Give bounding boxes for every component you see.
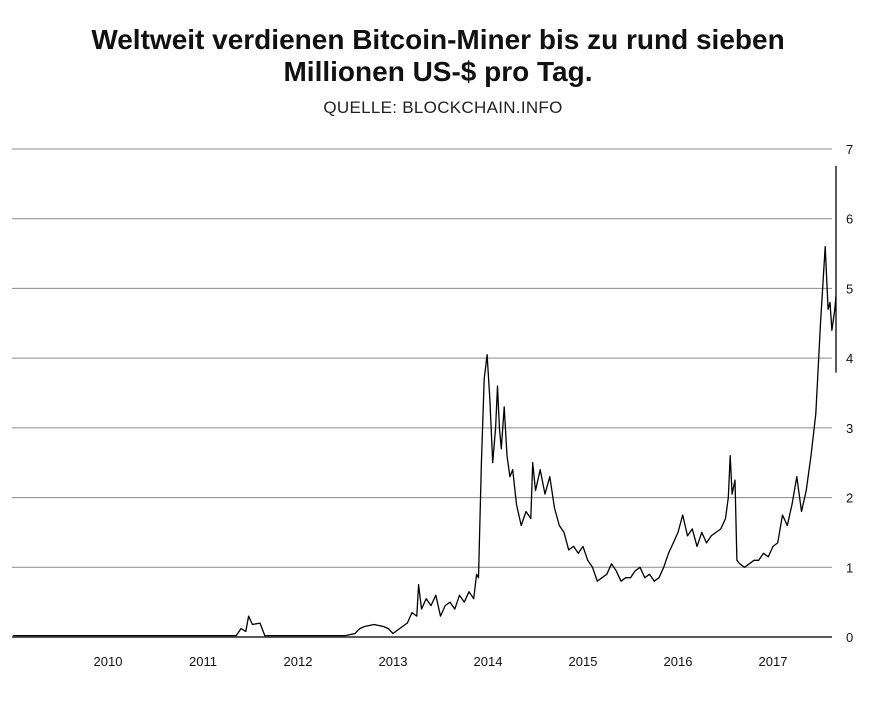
y-tick-label: 6 — [846, 212, 853, 227]
y-tick-label: 5 — [846, 281, 853, 296]
y-tick-label: 0 — [846, 630, 853, 645]
chart-title-line-1: Weltweit verdienen Bitcoin-Miner bis zu … — [91, 24, 785, 55]
x-tick-label: 2010 — [94, 654, 123, 669]
y-axis-ticks: 0 1 2 3 4 5 6 7 — [846, 142, 853, 645]
series-line-0 — [13, 165, 837, 637]
y-tick-label: 4 — [846, 351, 853, 366]
x-tick-label: 2011 — [189, 654, 217, 669]
x-tick-label: 2017 — [759, 654, 788, 669]
x-tick-label: 2014 — [474, 654, 503, 669]
y-tick-label: 2 — [846, 491, 853, 506]
gridlines — [12, 148, 832, 638]
chart-source: QUELLE: BLOCKCHAIN.INFO — [323, 98, 563, 117]
x-tick-label: 2015 — [569, 654, 598, 669]
series-group — [13, 165, 837, 637]
y-tick-label: 3 — [846, 421, 853, 436]
x-tick-label: 2013 — [379, 654, 408, 669]
x-axis-ticks: 2010 2011 2012 2013 2014 2015 2016 2017 — [94, 654, 788, 669]
y-tick-label: 7 — [846, 142, 853, 157]
y-tick-label: 1 — [846, 560, 853, 575]
x-tick-label: 2012 — [284, 654, 313, 669]
chart-title: Weltweit verdienen Bitcoin-Miner bis zu … — [0, 24, 876, 88]
x-tick-label: 2016 — [664, 654, 693, 669]
chart-title-line-2: Millionen US-$ pro Tag. — [283, 56, 593, 87]
